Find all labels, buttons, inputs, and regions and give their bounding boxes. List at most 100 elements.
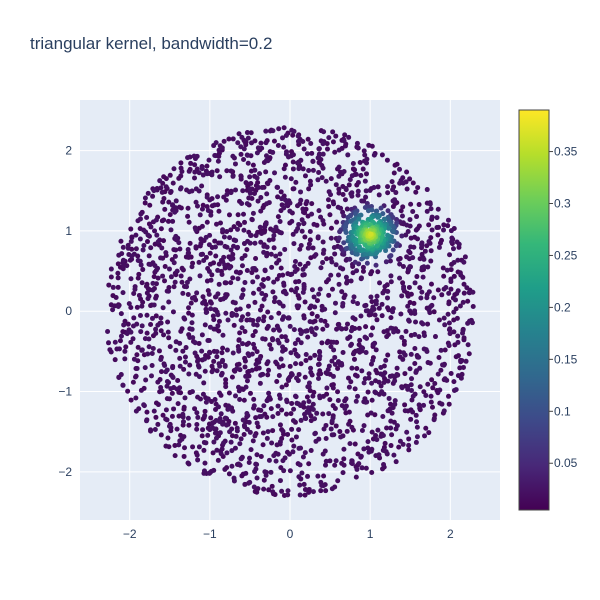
data-point xyxy=(164,379,170,384)
data-point xyxy=(181,453,187,459)
data-point xyxy=(155,379,161,385)
data-point xyxy=(178,328,184,334)
data-point xyxy=(455,333,461,339)
data-point xyxy=(394,365,400,371)
data-point xyxy=(280,458,286,464)
data-point xyxy=(122,356,128,362)
data-point xyxy=(275,403,281,409)
data-point xyxy=(263,140,269,146)
data-point xyxy=(200,391,206,397)
data-point xyxy=(460,299,466,305)
data-point xyxy=(281,166,287,172)
data-point xyxy=(362,334,368,340)
data-point xyxy=(254,150,260,156)
data-point xyxy=(363,324,369,330)
data-point xyxy=(355,145,361,151)
data-point xyxy=(338,205,344,211)
data-point xyxy=(122,348,128,354)
data-point xyxy=(307,237,313,243)
data-point xyxy=(453,387,459,393)
data-point xyxy=(307,388,313,394)
data-point xyxy=(428,399,434,405)
data-point xyxy=(439,401,445,407)
data-point xyxy=(389,179,395,185)
data-point xyxy=(178,273,184,279)
data-point xyxy=(171,247,177,253)
data-point xyxy=(316,146,322,152)
data-point xyxy=(247,190,253,196)
data-point xyxy=(317,286,323,292)
data-point xyxy=(342,132,348,138)
data-point xyxy=(226,406,232,412)
data-point xyxy=(416,354,422,360)
data-point xyxy=(271,245,277,251)
data-point xyxy=(407,264,413,270)
data-point xyxy=(366,371,372,377)
data-point xyxy=(153,295,159,301)
data-point xyxy=(373,262,379,268)
data-point xyxy=(150,193,156,199)
data-point xyxy=(412,331,418,337)
data-point xyxy=(328,192,334,198)
data-point xyxy=(292,258,298,264)
data-point xyxy=(408,416,414,422)
data-point xyxy=(144,215,150,221)
data-point xyxy=(393,243,399,249)
data-point xyxy=(177,438,183,444)
data-point xyxy=(129,234,135,240)
data-point xyxy=(200,300,206,306)
data-point xyxy=(302,299,308,305)
data-point xyxy=(192,406,198,412)
data-point xyxy=(428,206,434,212)
data-point xyxy=(242,219,248,225)
data-point xyxy=(413,319,419,325)
data-point xyxy=(404,169,410,175)
data-point xyxy=(401,341,407,347)
data-point xyxy=(286,154,291,160)
data-point xyxy=(448,286,454,292)
data-point xyxy=(264,253,270,259)
data-point xyxy=(270,128,276,134)
data-point xyxy=(426,289,432,295)
data-point xyxy=(331,201,337,207)
data-point xyxy=(311,389,317,395)
data-point xyxy=(275,194,281,200)
data-point xyxy=(285,431,291,437)
data-point xyxy=(212,430,218,436)
data-point xyxy=(281,314,287,320)
data-point xyxy=(247,186,253,192)
data-point xyxy=(343,229,349,235)
data-point xyxy=(387,254,393,260)
data-point xyxy=(388,325,394,331)
data-point xyxy=(391,452,397,458)
data-point xyxy=(295,203,301,209)
data-point xyxy=(265,397,271,403)
data-point xyxy=(454,315,460,321)
data-point xyxy=(300,266,306,272)
data-point xyxy=(406,284,412,290)
data-point xyxy=(405,291,411,297)
data-point xyxy=(242,355,248,361)
data-point xyxy=(411,300,417,306)
data-point xyxy=(383,357,389,363)
data-point xyxy=(213,418,219,424)
data-point xyxy=(272,170,278,176)
data-point xyxy=(392,378,398,384)
data-point xyxy=(336,190,342,196)
data-point xyxy=(302,374,308,380)
data-point xyxy=(446,343,452,349)
data-point xyxy=(405,303,411,309)
data-point xyxy=(337,325,343,331)
data-point xyxy=(330,373,336,379)
data-point xyxy=(276,126,282,132)
data-point xyxy=(180,290,186,296)
data-point xyxy=(397,354,403,360)
data-point xyxy=(134,366,140,371)
data-point xyxy=(300,206,306,212)
y-tick-label: −1 xyxy=(58,385,72,399)
data-point xyxy=(193,244,199,250)
data-point xyxy=(204,194,210,200)
data-point xyxy=(199,166,205,172)
data-point xyxy=(118,311,124,317)
data-point xyxy=(258,239,264,245)
